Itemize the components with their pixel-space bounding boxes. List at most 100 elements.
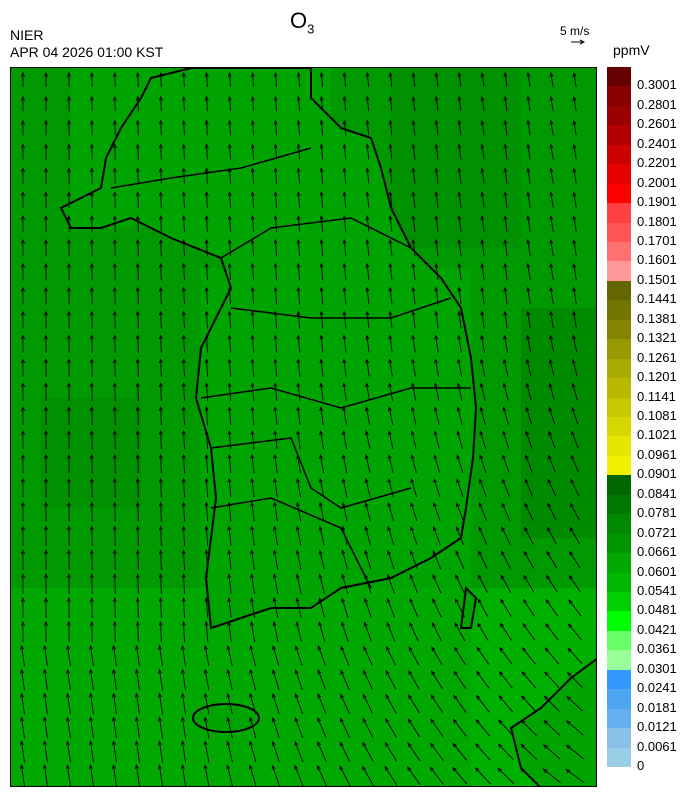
scale-label: 0.0541 [637, 583, 677, 598]
wind-arrow [548, 454, 556, 473]
wind-arrow [477, 574, 488, 593]
wind-arrow [568, 599, 582, 617]
map-title: O3 [290, 8, 314, 36]
wind-arrow [204, 214, 209, 232]
wind-arrow [43, 214, 48, 232]
wind-arrow [411, 119, 416, 136]
wind-arrow [204, 501, 209, 522]
wind-arrow [66, 620, 71, 643]
wind-arrow [342, 262, 347, 281]
wind-arrow [295, 645, 303, 666]
wind-arrow [319, 215, 324, 232]
wind-arrow [21, 549, 25, 570]
wind-arrow [388, 167, 393, 184]
wind-arrow [226, 716, 233, 739]
wind-arrow [365, 119, 370, 136]
wind-arrow [572, 334, 578, 353]
color-swatch [607, 67, 631, 87]
wind-arrow [21, 286, 25, 305]
wind-arrow [480, 119, 485, 136]
wind-arrow [318, 549, 325, 570]
scale-label: 0.0721 [637, 524, 677, 540]
wind-arrow [365, 310, 370, 329]
wind-arrow [204, 310, 209, 329]
wind-arrow [43, 358, 48, 377]
wind-arrow [411, 71, 416, 88]
scale-label: 0.1321 [637, 330, 677, 346]
wind-arrow [503, 191, 508, 208]
wind-arrow [502, 478, 510, 497]
wind-arrow [503, 286, 508, 305]
wind-arrow [362, 717, 374, 738]
wind-arrow [503, 334, 508, 353]
wind-arrow [43, 525, 48, 546]
wind-arrow [385, 645, 396, 666]
wind-arrow [227, 453, 232, 474]
wind-arrow [525, 358, 532, 377]
wind-arrow [572, 119, 577, 136]
wind-arrow [503, 95, 508, 112]
map-canvas [11, 68, 596, 786]
wind-arrow [526, 286, 531, 305]
wind-arrow [181, 214, 186, 232]
wind-arrow [227, 429, 232, 450]
wind-arrow [226, 644, 233, 667]
wind-arrow [180, 716, 187, 739]
wind-arrow [296, 405, 301, 425]
wind-arrow [158, 214, 163, 232]
wind-arrow [388, 215, 393, 232]
wind-arrow [158, 95, 163, 112]
scale-label: 0.2201 [637, 155, 677, 171]
wind-arrow [388, 286, 393, 305]
wind-arrow [569, 526, 581, 545]
wind-arrow [549, 95, 554, 112]
wind-arrow [457, 191, 462, 208]
wind-arrow [227, 167, 232, 184]
wind-arrow [363, 645, 373, 666]
wind-arrow [135, 286, 140, 305]
wind-arrow [457, 167, 462, 184]
wind-arrow [158, 238, 163, 257]
wind-arrow [409, 597, 419, 618]
wind-arrow [227, 549, 232, 570]
wind-arrow [387, 453, 394, 474]
wind-arrow [43, 429, 48, 450]
wind-arrow [500, 574, 512, 593]
wind-arrow [477, 598, 489, 617]
wind-arrow [572, 167, 577, 184]
wind-arrow [457, 143, 462, 160]
wind-arrow [457, 119, 462, 136]
wind-arrow [365, 191, 370, 208]
wind-arrow [364, 573, 372, 594]
wind-arrow [411, 215, 416, 232]
color-swatch [607, 475, 631, 496]
wind-arrow [181, 334, 186, 353]
wind-arrow [570, 478, 580, 497]
wind-arrow [66, 501, 71, 522]
wind-arrow [569, 550, 581, 569]
wind-arrow [456, 502, 464, 522]
wind-arrow [227, 310, 232, 329]
wind-arrow [503, 143, 508, 160]
wind-arrow [318, 621, 326, 642]
wind-arrow [135, 358, 140, 377]
wind-arrow [571, 358, 578, 377]
wind-arrow [89, 262, 94, 281]
wind-arrow [135, 405, 140, 425]
wind-arrow [434, 310, 439, 329]
wind-arrow [526, 238, 531, 256]
wind-arrow [388, 406, 394, 425]
wind-arrow [433, 454, 440, 473]
wind-arrow [296, 167, 301, 184]
wind-arrow [204, 286, 209, 305]
scale-label: 0.0061 [637, 738, 677, 754]
wind-arrow [549, 215, 554, 232]
wind-arrow [526, 334, 532, 353]
wind-arrow [411, 310, 416, 329]
wind-arrow [181, 668, 186, 691]
wind-arrow [480, 143, 485, 160]
wind-arrow [319, 406, 324, 425]
color-swatch [607, 261, 631, 282]
wind-arrow [204, 596, 209, 619]
wind-arrow [456, 478, 464, 497]
